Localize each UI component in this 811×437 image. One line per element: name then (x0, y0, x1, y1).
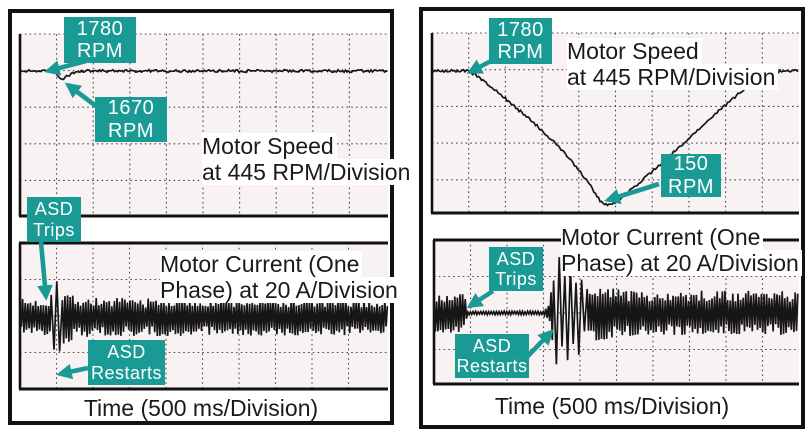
title-line: Motor Current (One (561, 224, 764, 250)
callout-line: ASD (107, 342, 146, 363)
title-line: at 445 RPM/Division (567, 64, 779, 90)
callout-1670-rpm-left: 1670 RPM (95, 97, 167, 142)
callout-line: 150 (673, 153, 709, 176)
callout-line: RPM (108, 119, 154, 142)
callout-asd-restarts-right: ASD Restarts (455, 334, 529, 378)
callout-asd-restarts-left: ASD Restarts (88, 340, 165, 385)
title-line: at 445 RPM/Division (202, 159, 414, 185)
title-line: Motor Current (One (160, 251, 363, 277)
title-line: Motor Speed (567, 38, 702, 64)
callout-line: 1670 (107, 97, 155, 120)
callout-line: 1780 (76, 17, 124, 40)
left-time-axis-label: Time (500 ms/Division) (83, 395, 319, 421)
callout-line: ASD (472, 335, 512, 356)
right-current-title: Motor Current (One Phase) at 20 A/Divisi… (561, 224, 802, 276)
callout-asd-trips-left: ASD Trips (27, 197, 81, 242)
callout-line: RPM (668, 175, 714, 198)
title-line: Motor Speed (202, 133, 337, 159)
left-current-title: Motor Current (One Phase) at 20 A/Divisi… (160, 251, 401, 303)
callout-1780-rpm-right: 1780 RPM (489, 18, 552, 64)
callout-line: Trips (495, 269, 537, 289)
callout-line: Restarts (456, 356, 528, 376)
callout-line: RPM (77, 40, 123, 62)
callout-line: Restarts (90, 362, 163, 383)
callout-line: Trips (33, 219, 75, 240)
callout-asd-trips-right: ASD Trips (489, 247, 543, 291)
right-time-axis-label: Time (500 ms/Division) (494, 393, 730, 419)
callout-line: ASD (34, 199, 74, 220)
callout-line: ASD (496, 248, 536, 269)
callout-1780-rpm-left: 1780 RPM (64, 17, 136, 63)
title-line: Phase) at 20 A/Division (561, 250, 802, 276)
right-speed-title: Motor Speed at 445 RPM/Division (567, 38, 779, 90)
title-line: Phase) at 20 A/Division (160, 277, 401, 303)
callout-150-rpm-right: 150 RPM (661, 153, 721, 198)
left-speed-title: Motor Speed at 445 RPM/Division (202, 133, 414, 185)
callout-line: 1780 (497, 18, 544, 41)
callout-line: RPM (497, 41, 544, 63)
